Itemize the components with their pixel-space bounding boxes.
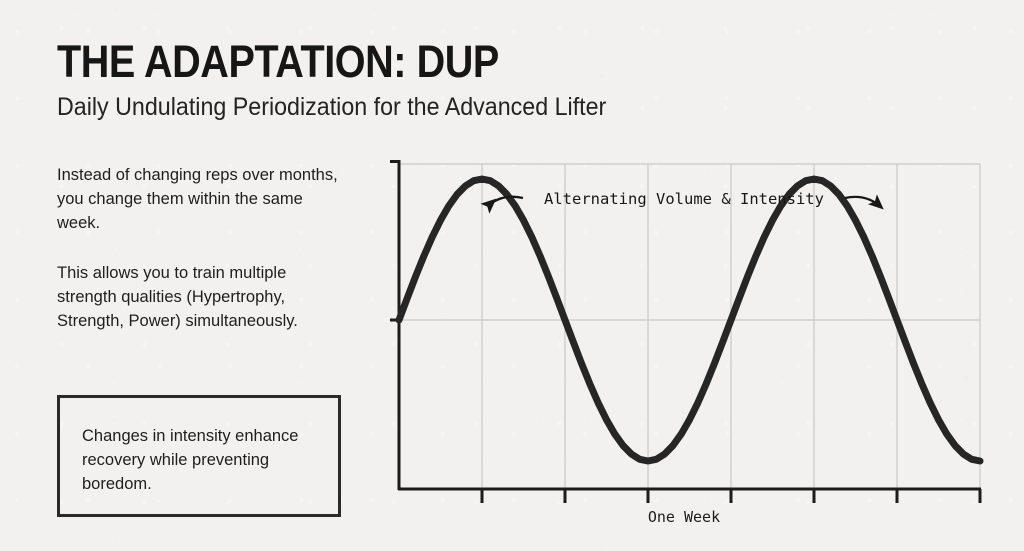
header: THE ADAPTATION: DUP Daily Undulating Per… <box>57 38 757 122</box>
callout-box: Changes in intensity enhance recovery wh… <box>57 395 341 517</box>
annotation-arrow-left <box>480 195 524 214</box>
chart-gridlines <box>481 164 898 490</box>
body-paragraph-2: This allows you to train multiple streng… <box>57 264 298 330</box>
annotation-text: Alternating Volume & Intensity <box>544 190 824 208</box>
annotation-arrow-right <box>844 194 884 210</box>
page-subtitle: Daily Undulating Periodization for the A… <box>57 93 607 121</box>
left-column: Instead of changing reps over months, yo… <box>57 163 342 333</box>
y-axis <box>390 160 401 490</box>
page-title: THE ADAPTATION: DUP <box>57 36 499 87</box>
undulation-curve <box>395 175 984 465</box>
chart-annotation: Alternating Volume & Intensity <box>480 190 884 214</box>
x-axis <box>398 487 982 503</box>
undulation-chart: Alternating Volume & Intensity One Week <box>380 150 1020 540</box>
callout-text: Changes in intensity enhance recovery wh… <box>82 427 299 493</box>
body-paragraph-1: Instead of changing reps over months, yo… <box>57 166 338 232</box>
x-axis-label: One Week <box>648 508 720 526</box>
plot-frame <box>399 163 981 490</box>
